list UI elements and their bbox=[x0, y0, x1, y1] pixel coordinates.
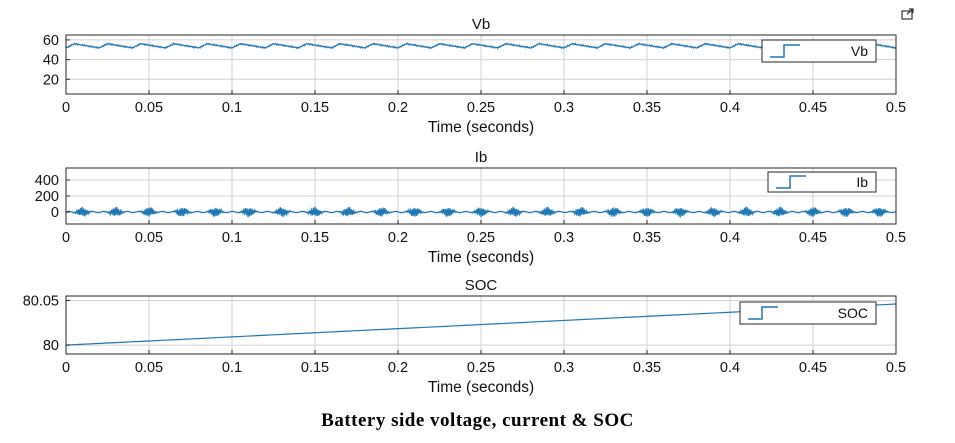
x-tick-label: 0.1 bbox=[222, 230, 242, 246]
x-tick-label: 0.2 bbox=[388, 360, 408, 376]
y-tick-label: 200 bbox=[35, 189, 59, 205]
x-tick-label: 0.05 bbox=[135, 230, 163, 246]
x-tick-label: 0.45 bbox=[799, 230, 827, 246]
x-tick-label: 0.5 bbox=[886, 100, 906, 116]
x-tick-label: 0.5 bbox=[886, 360, 906, 376]
figure-caption: Battery side voltage, current & SOC bbox=[321, 410, 634, 431]
x-tick-label: 0.1 bbox=[222, 360, 242, 376]
x-tick-label: 0.15 bbox=[301, 230, 329, 246]
legend: SOC bbox=[739, 301, 877, 325]
x-tick-label: 0.05 bbox=[135, 100, 163, 116]
x-tick-label: 0.45 bbox=[799, 100, 827, 116]
x-axis-label: Time (seconds) bbox=[428, 249, 534, 266]
x-tick-label: 0.4 bbox=[720, 100, 740, 116]
series-line-vb bbox=[65, 41, 897, 50]
subplot-title: Vb bbox=[472, 16, 490, 33]
y-tick-label: 20 bbox=[43, 72, 59, 88]
x-tick-label: 0.3 bbox=[554, 100, 574, 116]
subplot-title: SOC bbox=[465, 277, 498, 294]
subplot-title: Ib bbox=[475, 149, 488, 166]
x-tick-label: 0.2 bbox=[388, 100, 408, 116]
legend: Ib bbox=[767, 171, 877, 193]
subplot-soc: 0 0.05 0.1 0.15 0.2 0.25 0.3 0.35 0.4 0.45 0.5 80 80… bbox=[23, 277, 906, 396]
legend: Vb bbox=[761, 39, 877, 63]
y-tick-label: 40 bbox=[43, 53, 59, 69]
y-tick-label: 60 bbox=[43, 33, 59, 49]
x-tick-label: 0.25 bbox=[467, 360, 495, 376]
x-tick-label: 0.35 bbox=[633, 360, 661, 376]
x-tick-label: 0.1 bbox=[222, 100, 242, 116]
x-tick-label: 0.05 bbox=[135, 360, 163, 376]
x-tick-label: 0.35 bbox=[633, 100, 661, 116]
x-axis-label: Time (seconds) bbox=[428, 379, 534, 396]
x-tick-label: 0.25 bbox=[467, 100, 495, 116]
y-tick-label: 80 bbox=[43, 338, 59, 354]
legend-line-icon bbox=[748, 306, 778, 320]
x-tick-label: 0.3 bbox=[554, 230, 574, 246]
series-line-ib bbox=[65, 206, 897, 219]
x-tick-label: 0.4 bbox=[720, 360, 740, 376]
x-tick-label: 0.35 bbox=[633, 230, 661, 246]
x-tick-label: 0.5 bbox=[886, 230, 906, 246]
x-axis-label: Time (seconds) bbox=[428, 119, 534, 136]
x-tick-label: 0.15 bbox=[301, 360, 329, 376]
legend-label: Vb bbox=[851, 43, 868, 59]
y-tick-label: 0 bbox=[51, 205, 59, 221]
x-tick-label: 0.25 bbox=[467, 230, 495, 246]
legend-box bbox=[767, 171, 877, 193]
undock-icon[interactable] bbox=[901, 8, 915, 20]
x-tick-label: 0.2 bbox=[388, 230, 408, 246]
x-tick-label: 0.3 bbox=[554, 360, 574, 376]
x-tick-label: 0.45 bbox=[799, 360, 827, 376]
y-tick-label: 80.05 bbox=[23, 293, 59, 309]
x-tick-label: 0.4 bbox=[720, 230, 740, 246]
x-tick-label: 0 bbox=[62, 100, 70, 116]
y-tick-label: 400 bbox=[35, 173, 59, 189]
subplot-vb: 0 0.05 0.1 0.15 0.2 0.25 0.3 0.35 0.4 0.45 0.5 20 40… bbox=[43, 16, 906, 136]
x-tick-label: 0.15 bbox=[301, 100, 329, 116]
legend-label: Ib bbox=[856, 174, 868, 190]
x-tick-label: 0 bbox=[62, 230, 70, 246]
legend-line-icon bbox=[776, 175, 806, 189]
legend-label: SOC bbox=[838, 305, 868, 321]
subplot-ib: 0 0.05 0.1 0.15 0.2 0.25 0.3 0.35 0.4 0.45 0.50200… bbox=[35, 149, 906, 266]
legend-line-icon bbox=[770, 44, 800, 58]
x-tick-label: 0 bbox=[62, 360, 70, 376]
